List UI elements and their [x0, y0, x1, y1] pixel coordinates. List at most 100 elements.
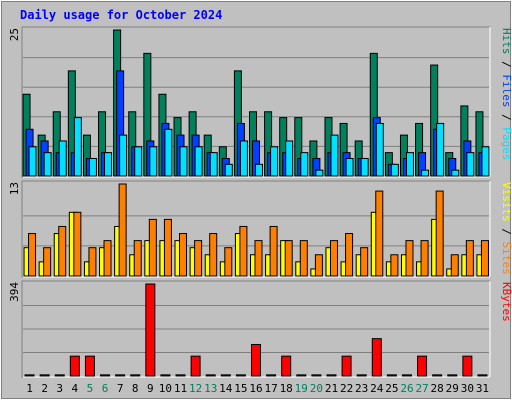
bar-sites-24 — [375, 190, 384, 277]
bar-kbytes-25 — [386, 374, 397, 377]
bar-pages-30 — [466, 152, 475, 177]
x-tick-label-24: 24 — [370, 382, 384, 395]
bar-kbytes-27 — [417, 355, 428, 377]
x-tick-label-1: 1 — [26, 382, 33, 395]
legend-entry-kbytes: KBytes — [500, 282, 512, 322]
bar-kbytes-18 — [281, 355, 292, 377]
bar-kbytes-24 — [371, 338, 382, 377]
bar-kbytes-6 — [100, 374, 111, 377]
bar-kbytes-19 — [296, 374, 307, 377]
bar-pages-15 — [239, 140, 248, 177]
bar-pages-16 — [255, 163, 263, 177]
x-tick-label-4: 4 — [72, 382, 79, 395]
x-tick-label-21: 21 — [325, 382, 338, 395]
bar-sites-10 — [163, 218, 172, 277]
bar-sites-3 — [58, 225, 67, 277]
bar-kbytes-30 — [462, 355, 473, 377]
legend: KBytes — [500, 282, 512, 322]
legend-entry-hits: Hits — [500, 28, 512, 55]
bar-sites-4 — [73, 211, 82, 277]
bar-pages-31 — [481, 146, 490, 177]
bar-kbytes-21 — [326, 374, 337, 377]
bar-pages-29 — [451, 169, 460, 177]
bar-pages-12 — [194, 146, 203, 177]
bar-pages-9 — [149, 146, 158, 177]
x-tick-label-11: 11 — [174, 382, 187, 395]
bar-pages-1 — [28, 146, 37, 177]
bar-sites-18 — [284, 240, 293, 277]
x-axis-labels: 1 2 3 4 5 6 7 8 9 10 11 12 13 14 15 16 17 18 19 20 21 22 23 24 2… — [26, 382, 489, 395]
bar-sites-13 — [209, 233, 218, 277]
bar-pages-6 — [104, 152, 113, 177]
bar-pages-8 — [134, 146, 143, 177]
x-tick-label-29: 29 — [446, 382, 459, 395]
bar-kbytes-7 — [115, 374, 126, 377]
panel-kbytes: 394 KBytes — [8, 280, 512, 378]
legend-sep: / — [500, 222, 512, 242]
legend-entry-sites: Sites — [500, 242, 512, 275]
bar-pages-3 — [58, 140, 67, 177]
bar-sites-26 — [405, 240, 414, 277]
bar-kbytes-8 — [130, 374, 141, 377]
bar-pages-18 — [285, 140, 294, 177]
bar-pages-7 — [119, 134, 128, 177]
bar-sites-28 — [435, 190, 444, 277]
legend-entry-files: Files — [500, 74, 512, 107]
bar-kbytes-20 — [311, 374, 322, 377]
bar-kbytes-16 — [251, 343, 261, 377]
x-tick-label-25: 25 — [385, 382, 398, 395]
legend-sep: / — [500, 55, 512, 75]
bar-pages-22 — [345, 157, 354, 177]
bar-sites-23 — [360, 247, 369, 277]
legend: Visits / Sites — [500, 182, 512, 275]
bar-sites-11 — [179, 233, 188, 277]
bar-kbytes-10 — [160, 374, 171, 377]
bar-pages-20 — [315, 169, 324, 177]
x-tick-label-6: 6 — [102, 382, 109, 395]
bar-kbytes-28 — [432, 374, 443, 377]
bar-kbytes-9 — [145, 283, 156, 377]
bar-sites-16 — [254, 240, 263, 277]
bar-pages-24 — [375, 122, 384, 177]
bar-pages-26 — [405, 152, 414, 177]
y-max-label: 13 — [8, 182, 21, 195]
legend-entry-visits: Visits — [500, 182, 512, 222]
bar-sites-29 — [450, 254, 459, 277]
x-tick-label-12: 12 — [189, 382, 202, 395]
x-tick-label-18: 18 — [280, 382, 293, 395]
bar-sites-2 — [43, 247, 52, 277]
bar-pages-2 — [43, 152, 52, 177]
bar-kbytes-5 — [84, 355, 95, 377]
x-tick-label-31: 31 — [476, 382, 489, 395]
bar-kbytes-11 — [175, 374, 186, 377]
bar-pages-27 — [421, 169, 430, 177]
bar-sites-5 — [88, 247, 97, 277]
bar-sites-31 — [480, 240, 489, 277]
legend-entry-pages: Pages — [500, 127, 512, 160]
bar-kbytes-31 — [477, 374, 488, 377]
bar-kbytes-12 — [190, 355, 201, 377]
x-tick-label-9: 9 — [147, 382, 154, 395]
x-tick-label-30: 30 — [461, 382, 474, 395]
bar-kbytes-4 — [69, 355, 80, 377]
bar-kbytes-26 — [401, 374, 412, 377]
bar-pages-13 — [209, 152, 218, 177]
x-tick-label-15: 15 — [234, 382, 247, 395]
bar-sites-1 — [28, 233, 37, 277]
bar-sites-27 — [420, 240, 429, 277]
bar-pages-10 — [164, 128, 173, 177]
panel-visits-sites: 13 Visits / Sites — [8, 180, 512, 278]
bar-pages-25 — [390, 163, 399, 177]
panel-hits-files-pages: 25 Hits / Files / Pages — [8, 26, 512, 178]
y-max-label: 394 — [8, 282, 21, 302]
bar-sites-9 — [148, 218, 157, 277]
bar-pages-5 — [88, 157, 97, 177]
bar-kbytes-22 — [341, 355, 352, 377]
bar-sites-30 — [465, 240, 474, 277]
x-tick-label-3: 3 — [56, 382, 63, 395]
bar-sites-19 — [299, 240, 308, 277]
bar-kbytes-14 — [220, 374, 231, 377]
x-tick-label-7: 7 — [117, 382, 124, 395]
